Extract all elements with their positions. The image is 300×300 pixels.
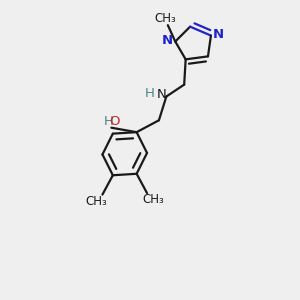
Text: CH₃: CH₃: [85, 195, 107, 208]
Text: H: H: [103, 115, 113, 128]
Text: N: N: [157, 88, 167, 100]
Text: N: N: [213, 28, 224, 41]
Text: CH₃: CH₃: [154, 12, 176, 25]
Text: N: N: [161, 34, 172, 47]
Text: H: H: [145, 87, 155, 100]
Text: O: O: [110, 115, 120, 128]
Text: CH₃: CH₃: [143, 193, 164, 206]
